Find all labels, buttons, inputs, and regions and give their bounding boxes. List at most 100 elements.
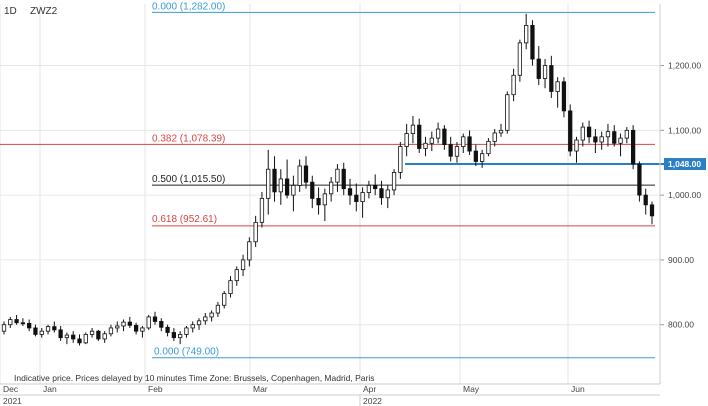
y-tick-label: 900.00 (668, 255, 694, 265)
candle (605, 123, 611, 147)
candle-body-up (228, 280, 233, 295)
candle (159, 318, 164, 332)
candle-body-up (215, 304, 221, 314)
candle (329, 176, 334, 202)
candle (64, 332, 70, 345)
candle-body-down (649, 204, 655, 217)
candle (272, 156, 277, 202)
candle (89, 327, 95, 338)
candle (517, 39, 523, 82)
candle (146, 314, 151, 330)
candle (429, 131, 434, 152)
candle (127, 316, 132, 328)
candle-body-down (58, 329, 63, 339)
candle-body-down (27, 323, 32, 329)
interval-label: 1D (4, 6, 17, 17)
candle (1, 321, 7, 335)
candle (203, 313, 208, 325)
fib-label: 0.382 (1,078.39) (152, 133, 225, 144)
candle-body-down (159, 321, 164, 328)
candle-body-up (542, 65, 548, 79)
month-label: Mar (253, 384, 268, 394)
candle-body-up (605, 131, 611, 138)
candle (108, 324, 114, 337)
candle (222, 291, 227, 309)
candle-body-up (429, 137, 434, 144)
candle (140, 326, 145, 338)
candle (209, 310, 214, 322)
candle-body-up (524, 24, 529, 44)
candle-body-up (410, 124, 416, 134)
candle-body-up (209, 312, 214, 318)
candle-body-up (203, 316, 208, 322)
candle-body-up (322, 193, 327, 206)
candle-body-up (517, 42, 523, 76)
candle (121, 319, 126, 332)
candle (442, 125, 447, 150)
candle-body-down (20, 322, 26, 325)
candle-body-up (291, 185, 296, 196)
candle-body-down (127, 321, 132, 326)
candle (184, 326, 189, 338)
candle-body-down (593, 136, 598, 143)
candle-body-down (442, 128, 447, 145)
candle (278, 169, 283, 205)
candle (637, 161, 642, 202)
candle (624, 127, 629, 144)
last-price-tag (664, 158, 706, 171)
candle (473, 144, 478, 166)
candle-body-down (272, 168, 277, 193)
candle (303, 156, 309, 189)
candle-body-down (630, 129, 636, 165)
candle (335, 164, 340, 192)
candle-body-up (108, 327, 114, 335)
candle-body-up (511, 74, 516, 96)
candle (448, 136, 453, 162)
candle-body-down (473, 150, 478, 162)
y-axis: 1,200.00 1,100.00 1,000.00 900.00 800.00 (659, 4, 701, 384)
candle-body-up (121, 321, 126, 327)
candle (77, 334, 82, 346)
candle (391, 169, 397, 196)
candle (561, 77, 567, 118)
candle (39, 327, 44, 338)
candle-body-up (247, 241, 252, 261)
candle-body-up (404, 133, 409, 147)
candle-body-up (461, 136, 466, 147)
candle (190, 321, 195, 333)
candle-body-up (146, 316, 151, 329)
candle-body-up (329, 181, 334, 195)
candle (404, 123, 409, 157)
candle-body-up (278, 178, 283, 193)
candle (253, 215, 258, 247)
candle (536, 46, 541, 85)
candle (234, 266, 239, 286)
candle-body-up (102, 333, 107, 340)
y-tick-label: 1,200.00 (668, 61, 701, 71)
candle-body-up (253, 221, 258, 243)
month-label: Apr (363, 384, 376, 394)
month-label: Feb (148, 384, 163, 394)
month-label: Jun (571, 384, 585, 394)
candle (247, 237, 252, 267)
candle (555, 77, 560, 108)
candle-body-up (259, 197, 265, 223)
candle-body-up (45, 326, 51, 332)
candle (467, 130, 472, 155)
candle-body-down (354, 194, 359, 203)
candle-body-up (599, 136, 604, 143)
candle (102, 331, 107, 343)
candle (498, 123, 504, 137)
candle-body-down (303, 165, 309, 183)
fib-label: 0.618 (952.61) (152, 214, 217, 225)
candle (52, 321, 57, 333)
candle-body-down (612, 131, 617, 144)
candle-body-up (297, 165, 302, 186)
candle-body-up (505, 94, 510, 131)
candle (492, 129, 497, 147)
candle-body-down (347, 188, 353, 196)
candle-body-up (240, 259, 246, 271)
candle (630, 125, 636, 170)
